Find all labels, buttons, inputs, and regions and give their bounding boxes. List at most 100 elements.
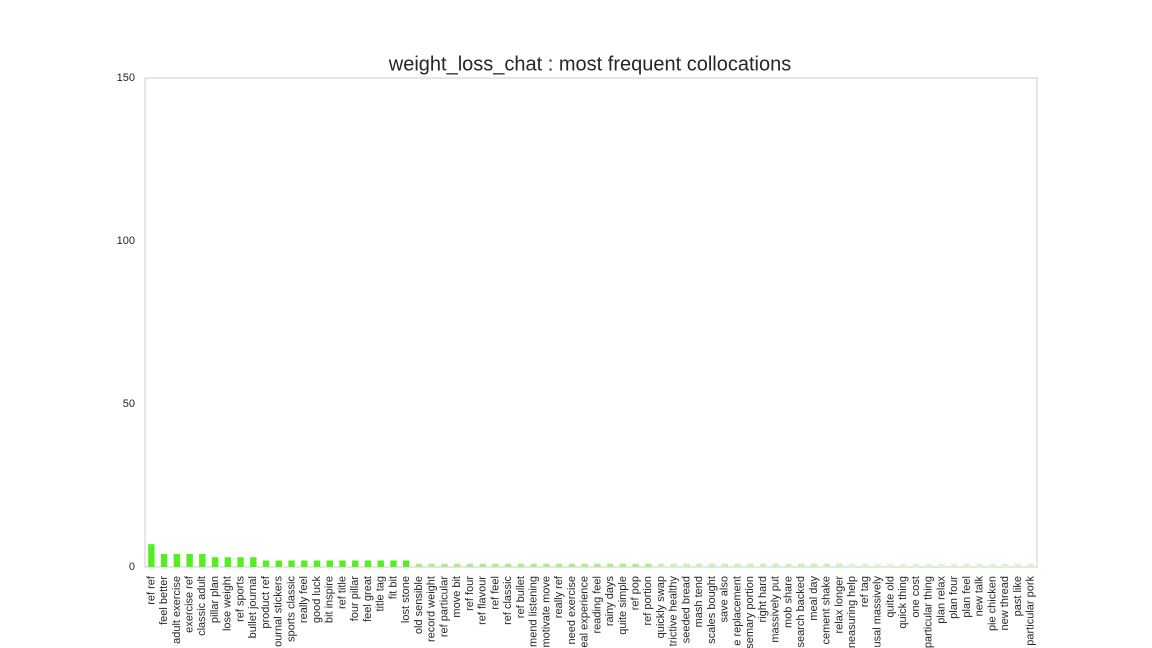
bar [900, 563, 907, 567]
x-tick-label: ournal stickers [273, 576, 285, 647]
x-tick-label: bullet journal [247, 576, 259, 638]
x-tick-label: ref sports [234, 576, 246, 622]
x-tick-label: ref flavour [477, 576, 489, 625]
bar [160, 553, 168, 567]
x-tick-label: one cost [910, 576, 922, 618]
bar [938, 563, 945, 567]
bar [836, 563, 843, 567]
x-tick-label: particular pork [1025, 576, 1037, 646]
bar [619, 563, 627, 567]
bar [785, 563, 792, 567]
x-tick-label: ref pop [630, 576, 642, 610]
bar [734, 563, 741, 567]
bar [504, 563, 512, 567]
bar [555, 563, 563, 567]
x-tick-label: cement shake [821, 576, 833, 644]
x-tick-label: save also [719, 576, 731, 622]
x-tick-label: good luck [311, 576, 323, 624]
x-tick-label: motivate move [540, 576, 552, 648]
x-tick-label: mash tend [693, 576, 705, 627]
y-tick-label: 150 [117, 72, 135, 84]
bar [224, 557, 232, 567]
bar [313, 560, 321, 567]
bar [288, 560, 295, 567]
bar [301, 560, 308, 567]
bar [543, 563, 550, 567]
bar [326, 560, 333, 567]
bar [262, 560, 270, 567]
x-tick-label: reading feel [591, 576, 603, 634]
plot-frame [144, 77, 1038, 568]
bar [415, 563, 423, 567]
bar [250, 557, 257, 567]
x-tick-label: ref classic [502, 576, 514, 625]
x-tick-label: quick thing [897, 576, 909, 629]
bar [849, 563, 856, 567]
bar [568, 563, 576, 567]
x-tick-label: search backed [795, 576, 807, 648]
bar [606, 563, 614, 567]
x-tick-label: quite old [884, 576, 896, 618]
y-tick-label: 100 [117, 235, 135, 247]
bar [963, 563, 971, 567]
x-tick-label: e replacement [731, 576, 743, 646]
x-tick-label: plan four [948, 576, 960, 619]
x-tick-label: adult exercise [171, 576, 183, 644]
x-tick-label: plan relax [935, 576, 947, 624]
x-tick-label: ref title [336, 576, 348, 609]
bar [173, 553, 181, 567]
bar [479, 563, 486, 567]
bar [275, 560, 282, 567]
bar [211, 557, 219, 567]
x-tick-label: new talk [974, 576, 986, 617]
x-tick-label: pillar plan [209, 576, 221, 623]
x-tick-label: ref bullet [515, 576, 527, 618]
bar [798, 563, 805, 567]
x-tick-label: meal day [808, 576, 820, 621]
bar [454, 563, 461, 567]
bar [403, 560, 410, 567]
x-tick-label: past like [1012, 576, 1024, 616]
bar [696, 563, 703, 567]
bar [352, 560, 359, 567]
x-tick-label: particular thing [923, 576, 935, 648]
x-tick-label: semary portion [744, 576, 756, 648]
bar [925, 563, 932, 567]
x-tick-label: ref portion [642, 576, 654, 626]
bar [364, 560, 372, 567]
x-tick-label: mob share [782, 576, 794, 628]
x-tick-label: move bit [451, 576, 463, 618]
x-tick-label: fit bit [387, 576, 399, 599]
bar [657, 563, 665, 567]
bar [148, 544, 155, 567]
x-tick-label: scales bought [706, 576, 718, 644]
bar [1014, 563, 1022, 567]
x-tick-label: relax longer [833, 576, 845, 634]
bar [1001, 563, 1009, 567]
x-tick-label: record weight [426, 576, 438, 642]
x-tick-label: really feel [298, 576, 310, 623]
x-tick-label: massively put [770, 576, 782, 643]
x-tick-label: old sensible [413, 576, 425, 634]
x-tick-label: classic adult [196, 576, 208, 636]
x-tick-label: ref feel [489, 576, 501, 610]
x-tick-label: lost stone [400, 576, 412, 623]
x-tick-label: title tag [375, 576, 387, 611]
bar [390, 560, 397, 567]
bar [772, 563, 779, 567]
y-tick-label: 0 [129, 561, 135, 573]
x-tick-label: ref four [464, 576, 476, 611]
bar [237, 557, 244, 567]
x-tick-label: trictive healthy [668, 576, 680, 647]
bar [861, 563, 869, 567]
bar [530, 563, 537, 567]
bar [466, 563, 474, 567]
x-tick-label: right hard [757, 576, 769, 622]
bar [976, 563, 983, 567]
x-tick-label: feel great [362, 576, 374, 622]
x-tick-label: quite simple [617, 576, 629, 635]
x-tick-label: ref ref [145, 575, 157, 605]
x-tick-label: usal massively [872, 576, 884, 648]
